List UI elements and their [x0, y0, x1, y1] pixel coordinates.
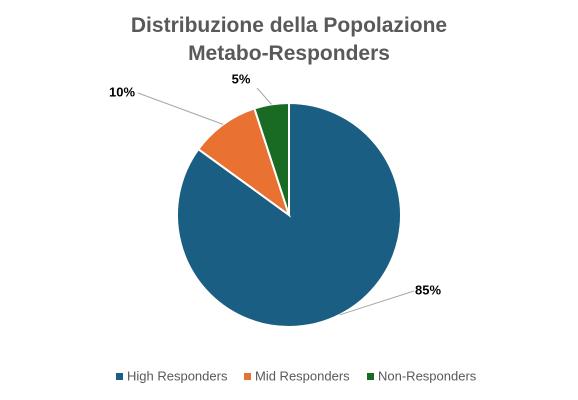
- chart-title: Distribuzione della Popolazione Metabo-R…: [130, 14, 448, 65]
- pie-slice: [253, 101, 290, 216]
- legend-swatch: [116, 373, 123, 380]
- legend-label: Non-Responders: [378, 368, 477, 383]
- leader-line: [256, 87, 272, 105]
- legend-swatch: [244, 373, 251, 380]
- leader-line: [137, 92, 224, 125]
- data-label: 10%: [109, 84, 135, 99]
- legend-label: Mid Responders: [255, 368, 350, 383]
- leader-line: [339, 290, 415, 316]
- data-label: 85%: [415, 282, 441, 297]
- data-label: 5%: [232, 71, 251, 86]
- legend-label: High Responders: [127, 368, 228, 383]
- legend-swatch: [367, 373, 374, 380]
